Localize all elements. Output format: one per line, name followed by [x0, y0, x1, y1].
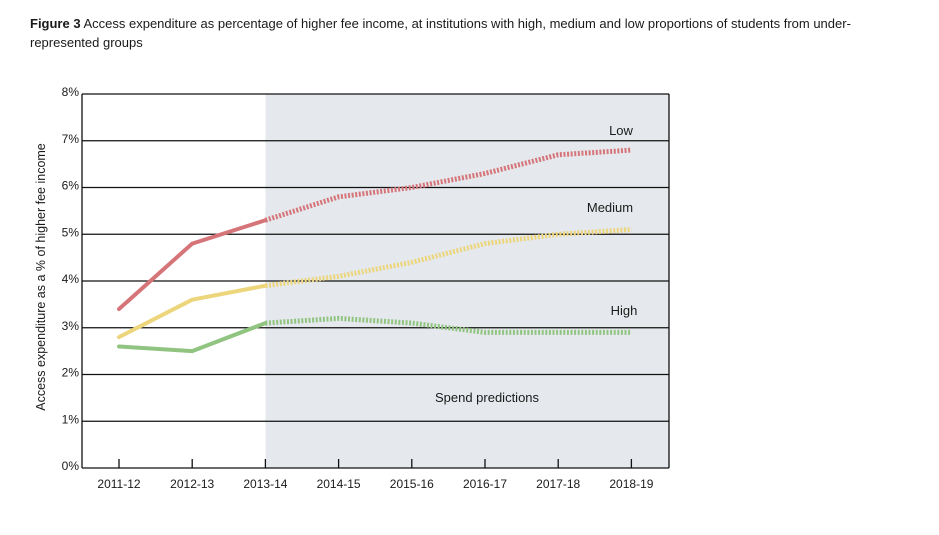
- x-tick-label: 2014-15: [317, 477, 361, 491]
- x-tick-label: 2018-19: [609, 477, 653, 491]
- axes: [81, 94, 670, 469]
- x-tick-label: 2017-18: [536, 477, 580, 491]
- prediction-label: Spend predictions: [435, 390, 540, 405]
- figure-label: Figure 3: [30, 16, 81, 31]
- y-tick-label: 8%: [62, 85, 80, 99]
- series-line-medium-predicted: [265, 227, 632, 289]
- y-tick-label: 1%: [62, 412, 80, 426]
- x-tick-labels: 2011-12 2012-13 2013-14 2014-15 2015-16 2016-…: [97, 459, 654, 491]
- series-label-high: High: [611, 303, 638, 318]
- y-tick-label: 6%: [62, 179, 80, 193]
- figure-caption-text: Access expenditure as percentage of high…: [30, 16, 851, 50]
- series-line-low-predicted: [264, 147, 632, 223]
- y-tick-label: 0%: [62, 459, 80, 473]
- y-axis-label: Access expenditure as a % of higher fee …: [34, 143, 48, 411]
- y-tick-labels: 0% 1% 2% 3% 4% 5% 6% 7% 8%: [62, 85, 80, 473]
- y-tick-label: 3%: [62, 319, 80, 333]
- series-label-low: Low: [609, 123, 633, 138]
- y-tick-label: 2%: [62, 366, 80, 380]
- x-tick-label: 2013-14: [243, 477, 287, 491]
- series-line-low-actual: [117, 218, 268, 312]
- x-tick-label: 2016-17: [463, 477, 507, 491]
- figure-caption: Figure 3 Access expenditure as percentag…: [30, 14, 890, 52]
- series-lines: [117, 147, 632, 354]
- x-tick-label: 2015-16: [390, 477, 434, 491]
- series-label-medium: Medium: [587, 200, 633, 215]
- x-tick-label: 2011-12: [97, 477, 140, 491]
- y-tick-label: 7%: [62, 132, 80, 146]
- y-tick-label: 5%: [62, 225, 80, 239]
- y-tick-label: 4%: [62, 272, 80, 286]
- series-labels: Low Medium High: [587, 123, 638, 318]
- series-line-medium-actual: [117, 283, 268, 340]
- x-tick-label: 2012-13: [170, 477, 214, 491]
- series-line-high-actual: [117, 321, 268, 354]
